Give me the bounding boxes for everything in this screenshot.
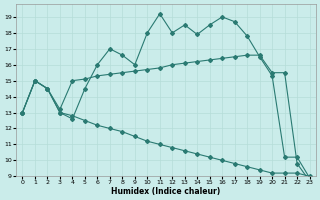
X-axis label: Humidex (Indice chaleur): Humidex (Indice chaleur) <box>111 187 221 196</box>
